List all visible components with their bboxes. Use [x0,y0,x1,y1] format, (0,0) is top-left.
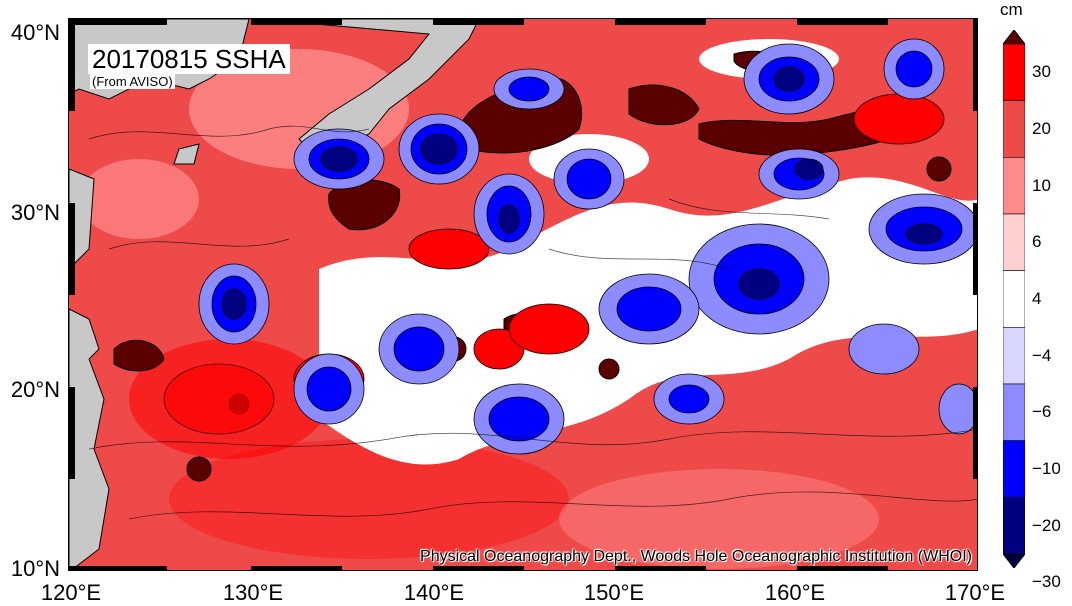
colorbar-arrow-bottom [1003,553,1025,568]
map-credit: Physical Oceanography Dept., Woods Hole … [420,548,972,565]
lat-label-10: 10°N [10,556,60,581]
colorbar-segment [1003,43,1025,101]
lon-label-170: 170°E [944,580,1006,605]
land-philippines [69,308,110,570]
negative-eddies-deep [221,66,943,320]
map-title: 20170815 SSHA [92,44,286,74]
colorbar-label: −6 [1032,402,1052,422]
lon-label-120: 120°E [40,580,102,605]
lat-label-30: 30°N [10,200,60,225]
eddy-pos-5 [113,339,165,372]
colorbar-segment [1003,270,1025,328]
colorbar-segment [1003,157,1025,215]
ssha-map [69,19,977,570]
colorbar-segment [1003,497,1025,555]
colorbar-segment [1003,383,1025,441]
colorbar [1003,30,1025,568]
lon-label-160: 160°E [764,580,826,605]
colorbar-label: 4 [1032,289,1042,308]
colorbar-label: 30 [1032,62,1051,82]
colorbar-label: 6 [1032,232,1042,252]
eddy-pos-2 [628,84,700,126]
moderate-positive [163,93,945,435]
contour-lines [88,125,977,520]
map-subtitle: (From AVISO) [90,74,175,89]
lon-label-150: 150°E [583,580,645,605]
eddy-pos-12 [926,156,952,182]
colorbar-label: −10 [1032,459,1061,478]
colorbar-label: −4 [1032,345,1052,365]
colorbar-segment [1003,213,1025,271]
frame-ticks [69,19,977,570]
colorbar-arrow-top [1003,30,1025,45]
colorbar-label: 10 [1032,175,1051,195]
lat-label-20: 20°N [10,377,60,402]
land-island [173,143,200,165]
colorbar-label: 20 [1032,119,1051,138]
colorbar-label: −30 [1032,572,1061,592]
land-taiwan [69,168,95,270]
eddy-pos-8 [186,456,212,482]
map-title-box: 20170815 SSHA [88,44,290,74]
colorbar-label: −20 [1032,515,1061,535]
lon-label-140: 140°E [403,580,465,605]
colorbar-unit: cm [1000,0,1023,19]
lat-label-40: 40°N [10,20,60,45]
colorbar-segment [1003,100,1025,158]
colorbar-segment [1003,327,1025,385]
lon-label-130: 130°E [222,580,284,605]
map-frame [68,18,978,571]
eddy-pos-10 [598,358,620,380]
colorbar-segment [1003,440,1025,498]
